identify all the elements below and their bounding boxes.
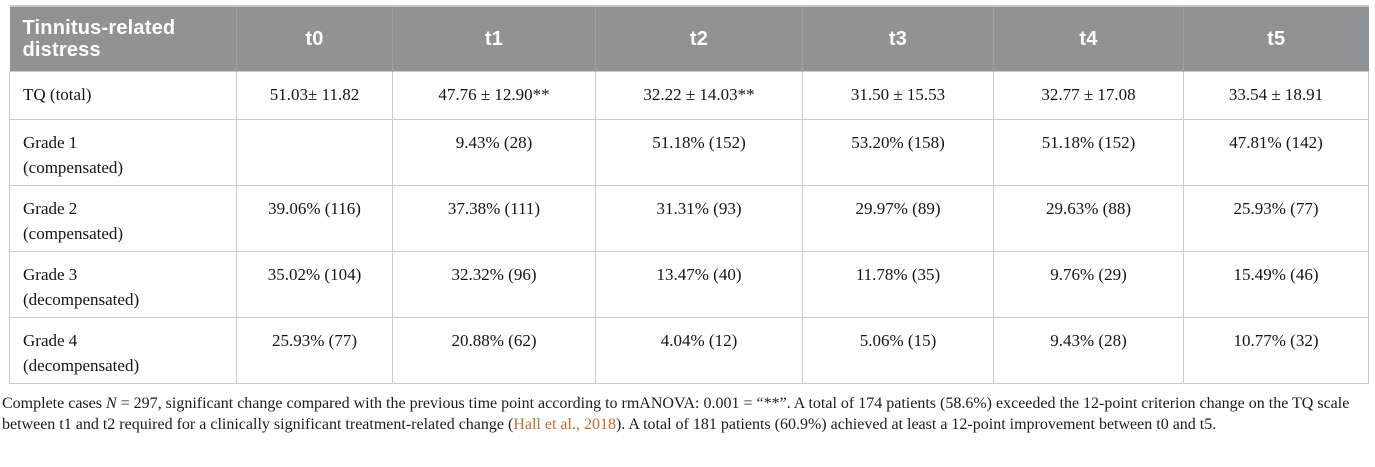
table-row-grade-1: Grade 1 (compensated) 9.43% (28) 51.18% …	[9, 119, 1369, 186]
column-header-distress: Tinnitus-related distress	[9, 5, 237, 72]
row-label: Grade 1 (compensated)	[9, 119, 237, 186]
table-cell: 9.43% (28)	[993, 317, 1184, 384]
table-cell: 32.32% (96)	[392, 251, 596, 318]
table-row-grade-3: Grade 3 (decompensated) 35.02% (104) 32.…	[9, 251, 1369, 318]
table-cell: 31.31% (93)	[595, 185, 803, 252]
table-cell	[236, 119, 393, 186]
table-cell: 11.78% (35)	[802, 251, 994, 318]
column-header-t2: t2	[595, 5, 803, 72]
table-row-tq-total: TQ (total) 51.03± 11.82 47.76 ± 12.90** …	[9, 71, 1369, 120]
table-cell: 25.93% (77)	[236, 317, 393, 384]
column-header-t5: t5	[1183, 5, 1369, 72]
footnote-italic-n: N	[105, 395, 117, 412]
table-cell: 47.76 ± 12.90**	[392, 71, 596, 120]
table-cell: 13.47% (40)	[595, 251, 803, 318]
table-cell: 33.54 ± 18.91	[1183, 71, 1369, 120]
column-header-t0: t0	[236, 5, 393, 72]
footnote: Complete cases N = 297, significant chan…	[2, 393, 1374, 435]
footnote-text: Complete cases	[2, 395, 106, 412]
table-cell: 39.06% (116)	[236, 185, 393, 252]
table-cell: 5.06% (15)	[802, 317, 994, 384]
table-cell: 29.63% (88)	[993, 185, 1184, 252]
column-header-t4: t4	[993, 5, 1184, 72]
table-container: Tinnitus-related distress t0 t1 t2 t3 t4…	[9, 5, 1369, 384]
table-cell: 9.76% (29)	[993, 251, 1184, 318]
table-cell: 51.03± 11.82	[236, 71, 393, 120]
tinnitus-distress-table: Tinnitus-related distress t0 t1 t2 t3 t4…	[9, 5, 1369, 384]
table-cell: 9.43% (28)	[392, 119, 596, 186]
table-cell: 20.88% (62)	[392, 317, 596, 384]
table-cell: 32.22 ± 14.03**	[595, 71, 803, 120]
row-label: Grade 2 (compensated)	[9, 185, 237, 252]
column-header-t1: t1	[392, 5, 596, 72]
table-cell: 35.02% (104)	[236, 251, 393, 318]
row-label: Grade 4 (decompensated)	[9, 317, 237, 384]
table-cell: 53.20% (158)	[802, 119, 994, 186]
footnote-text: = 297, significant change compared with …	[2, 395, 1350, 433]
table-cell: 4.04% (12)	[595, 317, 803, 384]
table-cell: 31.50 ± 15.53	[802, 71, 994, 120]
row-label: TQ (total)	[9, 71, 237, 120]
row-label: Grade 3 (decompensated)	[9, 251, 237, 318]
table-row-grade-2: Grade 2 (compensated) 39.06% (116) 37.38…	[9, 185, 1369, 252]
table-row-grade-4: Grade 4 (decompensated) 25.93% (77) 20.8…	[9, 317, 1369, 384]
table-cell: 51.18% (152)	[595, 119, 803, 186]
table-cell: 15.49% (46)	[1183, 251, 1369, 318]
table-cell: 10.77% (32)	[1183, 317, 1369, 384]
citation-link-hall-2018[interactable]: Hall et al., 2018	[513, 416, 616, 433]
table-cell: 37.38% (111)	[392, 185, 596, 252]
table-cell: 47.81% (142)	[1183, 119, 1369, 186]
footnote-text: ). A total of 181 patients (60.9%) achie…	[615, 416, 1217, 433]
table-cell: 32.77 ± 17.08	[993, 71, 1184, 120]
table-cell: 51.18% (152)	[993, 119, 1184, 186]
column-header-t3: t3	[802, 5, 994, 72]
header-row: Tinnitus-related distress t0 t1 t2 t3 t4…	[9, 5, 1369, 72]
table-cell: 25.93% (77)	[1183, 185, 1369, 252]
table-cell: 29.97% (89)	[802, 185, 994, 252]
